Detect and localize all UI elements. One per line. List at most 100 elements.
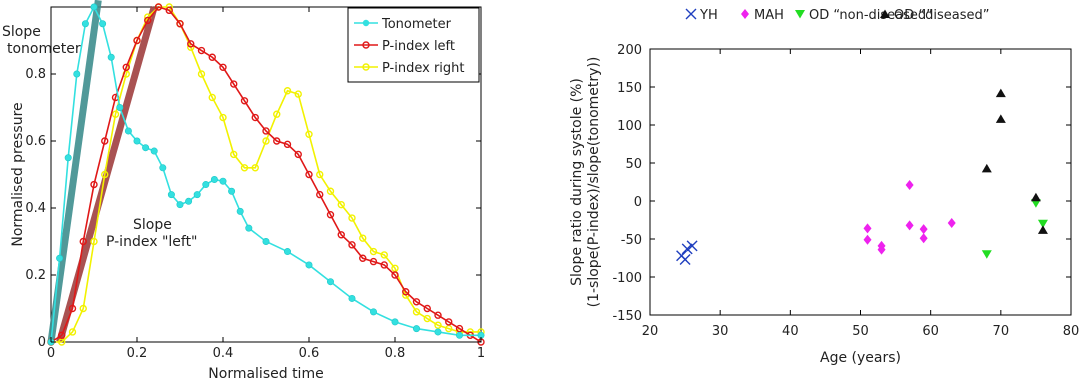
data-point xyxy=(159,164,167,172)
data-point xyxy=(686,240,698,252)
data-point xyxy=(240,97,249,105)
data-point xyxy=(283,248,291,256)
data-point xyxy=(326,187,335,195)
slope-line xyxy=(47,0,102,343)
y-tick-label: 0.6 xyxy=(25,134,46,149)
data-point xyxy=(1037,225,1048,234)
data-point xyxy=(391,264,399,272)
data-point xyxy=(294,150,302,159)
data-point xyxy=(380,251,388,259)
data-point xyxy=(262,137,270,145)
data-point xyxy=(369,308,377,316)
legend-marker xyxy=(741,9,749,19)
data-point xyxy=(348,241,356,249)
data-point xyxy=(116,104,124,112)
data-point xyxy=(1037,219,1048,229)
data-point xyxy=(208,53,216,61)
data-point xyxy=(208,93,216,102)
y-tick-label: 0.2 xyxy=(25,268,46,283)
data-point xyxy=(455,331,463,339)
x-axis-label: Age (years) xyxy=(820,350,901,366)
data-point xyxy=(337,231,345,239)
y-tick-label: 0 xyxy=(38,335,46,350)
data-point xyxy=(359,234,367,242)
data-point xyxy=(1030,192,1041,202)
data-point xyxy=(305,170,313,179)
data-point xyxy=(58,331,66,339)
data-point xyxy=(245,224,253,232)
data-point xyxy=(348,214,356,222)
data-point xyxy=(56,254,64,262)
data-point xyxy=(380,261,388,269)
data-point xyxy=(863,234,872,245)
legend-label: YH xyxy=(699,8,718,23)
y-tick-label: 0 xyxy=(634,195,642,210)
data-point xyxy=(101,137,109,145)
data-point xyxy=(369,247,378,256)
data-point xyxy=(90,237,98,246)
data-point xyxy=(90,3,98,11)
legend-label: P-index left xyxy=(382,39,455,54)
data-point xyxy=(434,328,442,336)
data-point xyxy=(995,88,1006,98)
data-point xyxy=(316,170,324,179)
data-point xyxy=(133,36,141,45)
data-point xyxy=(369,257,378,266)
data-point xyxy=(679,254,691,266)
data-point xyxy=(122,63,130,72)
data-point xyxy=(337,200,345,209)
x-tick-label: 0.4 xyxy=(213,346,234,361)
x-tick-label: 0 xyxy=(47,346,55,361)
data-point xyxy=(305,130,313,139)
data-point xyxy=(230,150,238,159)
data-point xyxy=(273,110,281,118)
data-point xyxy=(681,243,693,255)
x-tick-label: 1 xyxy=(477,346,485,361)
data-point xyxy=(133,137,141,145)
data-point xyxy=(445,324,453,333)
x-axis-label: Normalised time xyxy=(208,366,323,382)
data-point xyxy=(348,294,356,302)
data-point xyxy=(294,90,302,98)
legend-label: Tonometer xyxy=(381,17,452,32)
series-line xyxy=(50,6,482,343)
data-point xyxy=(73,70,81,78)
legend-marker xyxy=(880,9,890,18)
data-point xyxy=(919,233,928,244)
data-point xyxy=(434,311,442,319)
x-tick-label: 0.8 xyxy=(385,346,406,361)
legend-marker xyxy=(685,8,697,20)
data-point xyxy=(81,20,89,28)
data-point xyxy=(219,177,227,185)
data-point xyxy=(423,314,431,323)
y-tick-label: -50 xyxy=(621,233,642,248)
y-axis-label: (1-slope(P-index)/slope(tonometry)) xyxy=(586,57,602,308)
x-tick-label: 70 xyxy=(993,324,1010,339)
data-point xyxy=(124,127,132,135)
data-point xyxy=(68,304,77,313)
x-tick-label: 30 xyxy=(712,324,729,339)
data-point xyxy=(251,164,259,172)
data-point xyxy=(197,70,206,78)
data-point xyxy=(283,140,292,149)
data-point xyxy=(455,324,464,333)
data-point xyxy=(283,87,292,95)
x-tick-label: 80 xyxy=(1063,324,1080,339)
data-point xyxy=(981,163,992,173)
data-point xyxy=(877,244,886,255)
legend-label: OD “diseased” xyxy=(894,8,989,23)
data-point xyxy=(230,80,238,88)
data-point xyxy=(326,210,335,219)
legend-marker xyxy=(362,41,370,49)
data-point xyxy=(150,147,158,155)
legend-label: P-index right xyxy=(382,61,465,76)
data-point xyxy=(64,154,72,162)
data-point xyxy=(391,271,399,279)
data-point xyxy=(412,325,420,333)
annotation-slope-pindex: Slope xyxy=(133,217,172,233)
data-point xyxy=(236,207,244,215)
data-point xyxy=(228,187,236,195)
data-point xyxy=(262,127,270,135)
y-tick-label: 150 xyxy=(617,81,642,96)
data-point xyxy=(58,338,66,346)
